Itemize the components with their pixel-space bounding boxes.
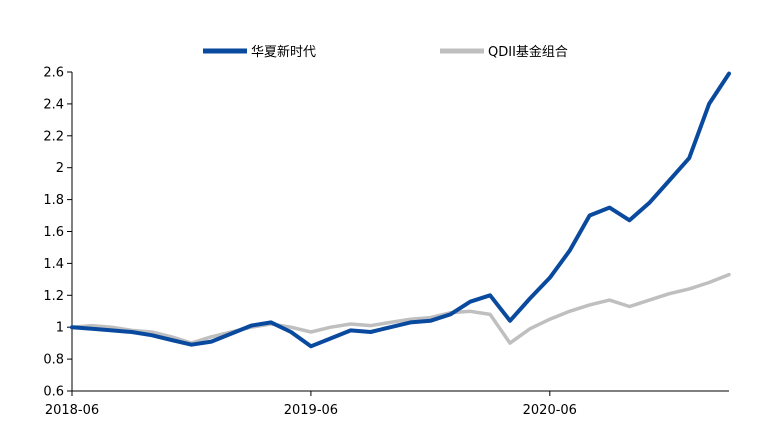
y-tick-label: 2.2 — [43, 129, 64, 144]
y-tick-label: 1 — [56, 321, 64, 336]
y-tick-label: 2.6 — [43, 66, 64, 81]
legend-label-0: 华夏新时代 — [251, 44, 316, 60]
y-tick-label: 1.4 — [43, 257, 64, 272]
y-tick-label: 0.8 — [43, 353, 64, 368]
y-tick-label: 2.4 — [43, 97, 64, 112]
series-line-huaxia — [70, 71, 731, 349]
y-tick-label: 1.2 — [43, 289, 64, 304]
x-tick-label: 2019-06 — [284, 403, 338, 418]
legend: 华夏新时代 QDII基金组合 — [203, 44, 568, 60]
y-tick-label: 1.6 — [43, 225, 64, 240]
x-axis: 2018-06 2019-06 2020-06 — [45, 390, 729, 418]
y-tick-label: 1.8 — [43, 193, 64, 208]
x-tick-label: 2020-06 — [523, 403, 577, 418]
y-tick-label: 0.6 — [43, 385, 64, 400]
series-group — [70, 71, 731, 349]
y-tick-label: 2 — [56, 161, 64, 176]
x-tick-label: 2018-06 — [45, 403, 99, 418]
y-axis: 0.6 0.8 1 1.2 1.4 1.6 1.8 2 2.2 2.4 2.6 — [43, 66, 73, 400]
series-line-qdii — [70, 272, 731, 345]
legend-label-1: QDII基金组合 — [488, 44, 568, 60]
